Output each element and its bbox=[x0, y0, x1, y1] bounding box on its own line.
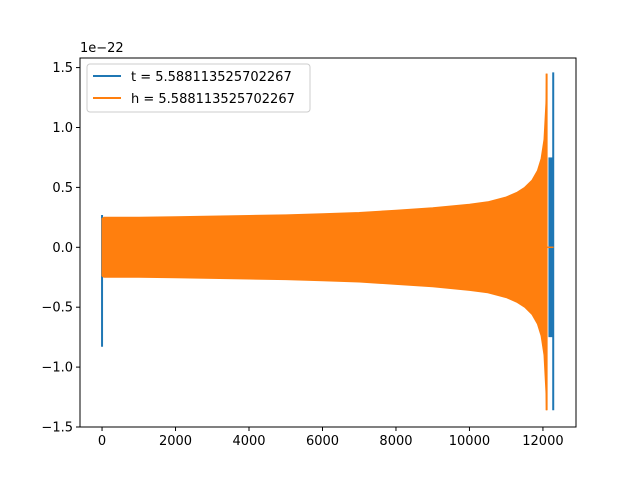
x-tick-label: 12000 bbox=[522, 434, 563, 449]
x-tick-label: 0 bbox=[98, 434, 106, 449]
legend: t = 5.588113525702267 h = 5.5881135257022… bbox=[86, 63, 311, 113]
x-tick-label: 6000 bbox=[306, 434, 339, 449]
series-h-envelope bbox=[101, 73, 548, 411]
legend-box bbox=[86, 63, 311, 113]
x-tick-label: 10000 bbox=[449, 434, 490, 449]
legend-label: h = 5.588113525702267 bbox=[131, 92, 295, 107]
plot-area bbox=[101, 72, 555, 411]
y-tick-label: 0.0 bbox=[52, 241, 73, 256]
y-axis-offset-label: 1e−22 bbox=[80, 41, 124, 56]
y-tick-label: 1.5 bbox=[52, 61, 73, 76]
x-tick-label: 8000 bbox=[379, 434, 412, 449]
y-tick-label: −1.5 bbox=[41, 421, 73, 436]
legend-label: t = 5.588113525702267 bbox=[131, 70, 292, 85]
y-tick-label: 1.0 bbox=[52, 121, 73, 136]
axes: 0 2000 4000 6000 8000 10000 12000 −1.5 −1.0 −0.5 0… bbox=[41, 57, 577, 449]
y-tick-label: 0.5 bbox=[52, 181, 73, 196]
x-tick-label: 2000 bbox=[159, 434, 192, 449]
axes-frame bbox=[79, 57, 577, 428]
y-tick-label: −1.0 bbox=[41, 361, 73, 376]
y-tick-label: −0.5 bbox=[41, 301, 73, 316]
x-tick-label: 4000 bbox=[232, 434, 265, 449]
